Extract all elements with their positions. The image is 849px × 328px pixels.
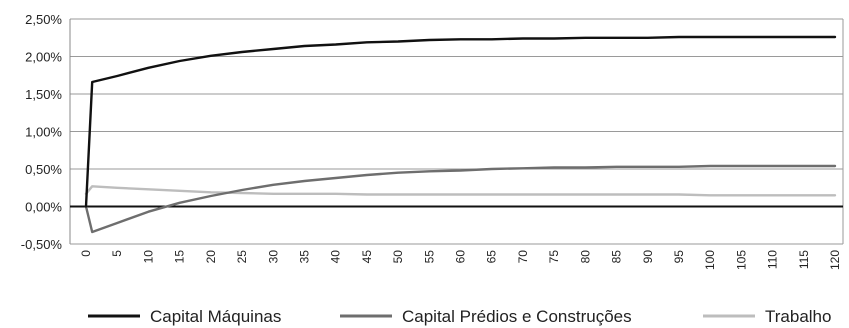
x-tick-label: 90 — [641, 250, 655, 264]
y-tick-label: 0,00% — [25, 200, 62, 215]
x-tick-label: 120 — [828, 250, 842, 270]
y-tick-label: 2,00% — [25, 50, 62, 65]
series-line — [84, 164, 837, 234]
x-tick-label: 80 — [578, 250, 592, 264]
legend-label: Capital Prédios e Construções — [402, 307, 632, 326]
legend-label: Capital Máquinas — [150, 307, 281, 326]
x-tick-label: 30 — [266, 250, 280, 264]
x-tick-label: 40 — [329, 250, 343, 264]
y-tick-label: 1,00% — [25, 125, 62, 140]
x-tick-label: 85 — [610, 250, 624, 264]
legend: Capital Máquinas Capital Prédios e Constr… — [88, 307, 831, 326]
x-tick-label: 115 — [797, 250, 811, 269]
gridlines — [70, 18, 843, 245]
axes — [69, 19, 844, 245]
x-tick-label: 45 — [360, 250, 374, 264]
y-tick-label: -0,50% — [21, 237, 63, 252]
y-tick-label: 2,50% — [25, 12, 62, 27]
x-tick-label: 0 — [79, 250, 93, 257]
x-tick-label: 60 — [454, 250, 468, 264]
x-tick-label: 55 — [422, 250, 436, 264]
x-tick-label: 25 — [235, 250, 249, 264]
x-tick-label: 10 — [141, 250, 155, 264]
legend-label: Trabalho — [765, 307, 831, 326]
x-tick-label: 35 — [297, 250, 311, 264]
series-line — [84, 185, 837, 197]
x-tick-labels: 0 5 10 15 20 25 30 35 40 45 50 55 60 65 70 75 80 85 90 95 10… — [79, 250, 842, 270]
x-tick-label: 110 — [766, 250, 780, 269]
y-tick-labels: 2,50% 2,00% 1,50% 1,00% 0,50% 0,00% -0,50% — [21, 12, 63, 252]
series-line — [84, 35, 837, 208]
x-tick-label: 50 — [391, 250, 405, 264]
y-tick-label: 0,50% — [25, 162, 62, 177]
x-tick-label: 20 — [204, 250, 218, 264]
x-tick-label: 5 — [110, 250, 124, 257]
y-tick-label: 1,50% — [25, 87, 62, 102]
x-tick-label: 105 — [734, 250, 748, 270]
x-tick-label: 95 — [672, 250, 686, 264]
x-tick-label: 65 — [485, 250, 499, 264]
series-lines — [84, 35, 837, 234]
x-tick-label: 15 — [173, 250, 187, 264]
x-tick-label: 100 — [703, 250, 717, 270]
x-tick-label: 75 — [547, 250, 561, 264]
x-tick-label: 70 — [516, 250, 530, 264]
